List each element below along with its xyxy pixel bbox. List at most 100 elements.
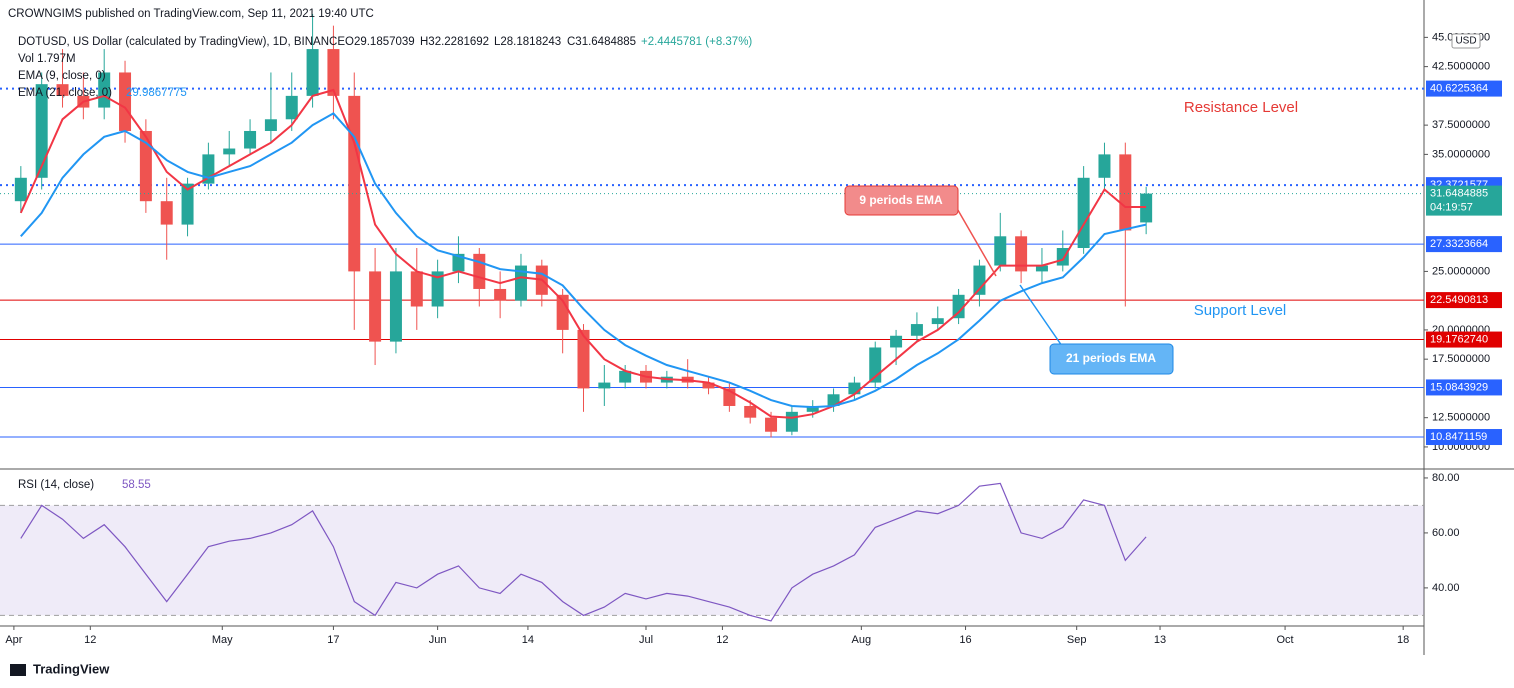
y-tick-label: 40.00 — [1432, 582, 1460, 594]
candle-body — [598, 382, 611, 389]
logo — [10, 664, 26, 676]
currency: USD — [1455, 36, 1476, 47]
candle-body — [1015, 236, 1028, 272]
candle-body — [389, 271, 402, 342]
ema-line — [20, 112, 1147, 409]
candle-body — [848, 382, 861, 395]
candle-body — [785, 411, 798, 432]
candle-body — [244, 130, 257, 149]
countdown: 04:19:57 — [1430, 202, 1473, 214]
candle-body — [556, 294, 569, 330]
change: +2.4445781 (+8.37%) — [641, 36, 752, 48]
y-tick-label: 42.5000000 — [1432, 61, 1490, 73]
last-price-box — [1426, 185, 1502, 216]
symbol: DOTUSD, US Dollar (calculated by Trading… — [18, 36, 345, 48]
open: O29.1857039 — [345, 36, 415, 48]
ema9-legend: EMA (9, close, 0) — [18, 70, 106, 82]
candle-body — [452, 253, 465, 272]
candle-body — [35, 84, 48, 178]
level-price-label: 19.1762740 — [1430, 333, 1488, 345]
x-tick-label: May — [212, 634, 233, 646]
candle-body — [1077, 177, 1090, 248]
candle-body — [973, 265, 986, 295]
level-price-label: 22.5490813 — [1430, 294, 1488, 306]
level-price-box — [1426, 80, 1502, 97]
level-price-box — [1426, 236, 1502, 253]
candle-body — [827, 394, 840, 406]
published: CROWNGIMS published on TradingView.com, … — [8, 8, 374, 20]
level-price-label: 27.3323664 — [1430, 238, 1488, 250]
x-tick-label: Jul — [639, 634, 653, 646]
resistance-label: Resistance Level — [1184, 99, 1298, 116]
candle-body — [1119, 154, 1132, 231]
ema21-legend: EMA (21, close, 0) — [18, 87, 112, 99]
currency-box — [1451, 33, 1481, 49]
ema21-pointer — [1019, 284, 1063, 347]
candle-body — [952, 294, 965, 319]
ema21-callout-text: 21 periods EMA — [1066, 351, 1156, 365]
candle-body — [910, 324, 923, 336]
y-tick-label: 35.0000000 — [1432, 148, 1490, 160]
rsi-legend: RSI (14, close) — [18, 479, 94, 491]
y-tick-label: 60.00 — [1432, 527, 1460, 539]
candle-body — [56, 84, 69, 96]
x-tick-label: Jun — [429, 634, 447, 646]
high: H32.2281692 — [420, 36, 489, 48]
candle-body — [577, 329, 590, 389]
candle-body — [473, 253, 486, 289]
candle-body — [98, 72, 111, 108]
x-tick-label: Sep — [1067, 634, 1087, 646]
candle-body — [619, 370, 632, 383]
footer: TradingView — [33, 661, 110, 676]
candle-body — [369, 271, 382, 342]
candle-body — [139, 130, 152, 202]
candle-body — [494, 288, 507, 301]
x-tick-label: 12 — [84, 634, 96, 646]
level-price-box — [1426, 429, 1502, 446]
ema21-value: 29.9867775 — [126, 87, 187, 99]
level-price-label: 10.8471159 — [1430, 431, 1487, 443]
candle-body — [14, 177, 27, 202]
candle-body — [702, 382, 715, 389]
rsi-line — [20, 482, 1147, 622]
level-price-box — [1426, 331, 1502, 348]
rsi-value: 58.55 — [122, 479, 151, 491]
volume: Vol 1.797M — [18, 53, 76, 65]
candle-body — [223, 148, 236, 155]
ema9-pointer — [954, 204, 997, 277]
candle-body — [890, 335, 903, 348]
rsi-band — [0, 505, 1424, 616]
candle-body — [744, 405, 757, 418]
x-tick-label: 17 — [327, 634, 339, 646]
y-tick-label: 17.5000000 — [1432, 353, 1490, 365]
last-price-label: 31.6484885 — [1430, 188, 1488, 200]
x-tick-label: Apr — [5, 634, 22, 646]
support-label: Support Level — [1194, 302, 1287, 319]
close: C31.6484885 — [567, 36, 636, 48]
candle-body — [765, 417, 778, 432]
candle-body — [348, 95, 361, 272]
candle-body — [431, 271, 444, 307]
x-tick-label: 12 — [716, 634, 728, 646]
candle-body — [1140, 193, 1153, 223]
level-price-box — [1426, 292, 1502, 309]
x-tick-label: 13 — [1154, 634, 1166, 646]
ema9-callout — [844, 185, 959, 216]
y-tick-label: 80.00 — [1432, 472, 1460, 484]
x-tick-label: 14 — [522, 634, 534, 646]
x-tick-label: 16 — [959, 634, 971, 646]
y-tick-label: 25.0000000 — [1432, 265, 1490, 277]
candle-body — [306, 49, 319, 96]
candle-body — [119, 72, 132, 131]
level-price-box — [1426, 379, 1502, 396]
candle-body — [1035, 265, 1048, 272]
candle-body — [806, 405, 819, 412]
candle-body — [285, 95, 298, 120]
candle-body — [410, 271, 423, 307]
candle-body — [994, 236, 1007, 266]
candle-body — [931, 318, 944, 325]
candle-body — [514, 265, 527, 301]
candle-body — [327, 49, 340, 96]
